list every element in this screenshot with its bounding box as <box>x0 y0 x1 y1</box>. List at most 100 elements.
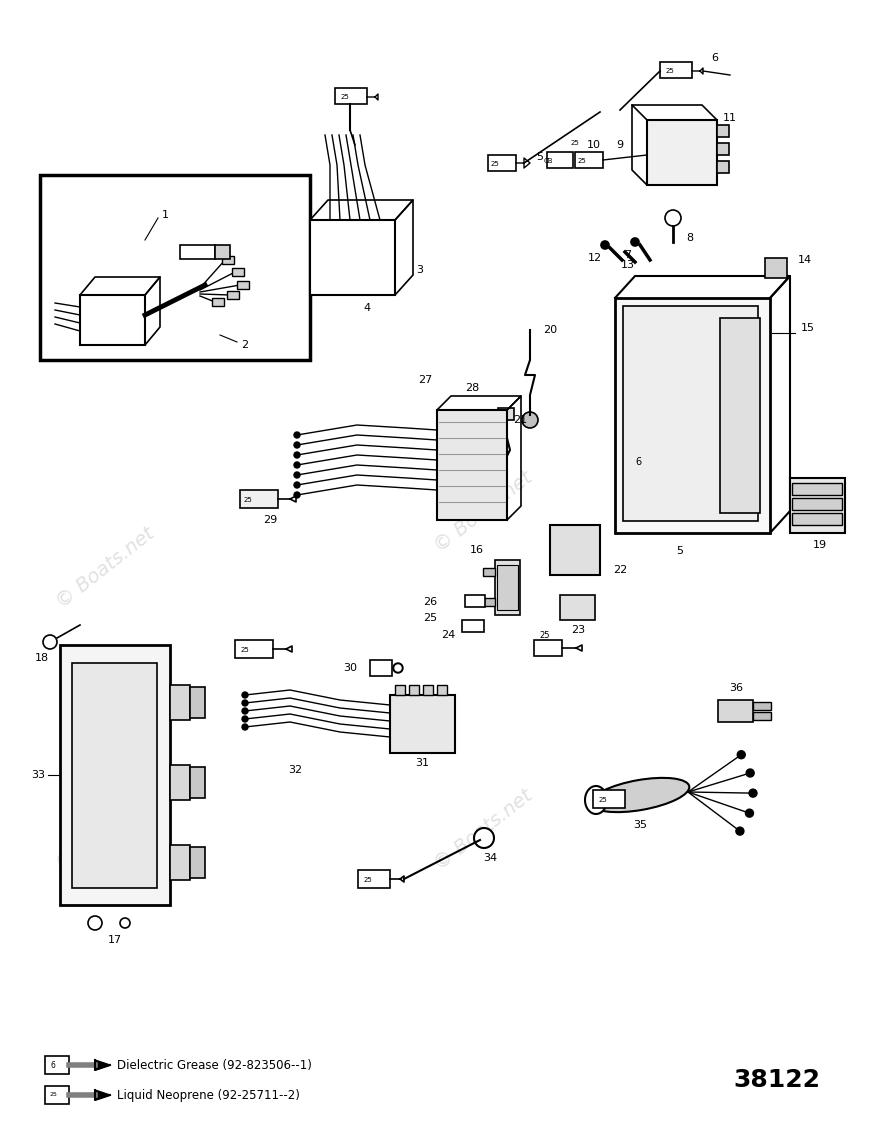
Bar <box>483 568 495 576</box>
Circle shape <box>52 321 58 327</box>
Bar <box>170 765 190 800</box>
Text: 25: 25 <box>570 140 579 146</box>
Bar <box>212 298 224 306</box>
Text: 5: 5 <box>677 546 684 556</box>
Text: 30: 30 <box>343 663 357 673</box>
Circle shape <box>52 300 58 306</box>
Text: 3: 3 <box>416 265 423 275</box>
Text: © Boats.net: © Boats.net <box>255 240 361 329</box>
Text: 6: 6 <box>635 457 641 467</box>
Circle shape <box>294 482 300 488</box>
Bar <box>790 478 845 533</box>
Circle shape <box>43 634 57 649</box>
Text: 38122: 38122 <box>733 1068 820 1092</box>
Text: © Boats.net: © Boats.net <box>53 786 158 874</box>
Bar <box>753 712 771 720</box>
Bar <box>720 318 760 513</box>
Bar <box>753 702 771 709</box>
Bar <box>497 565 518 609</box>
Text: 25: 25 <box>598 797 607 803</box>
Circle shape <box>522 412 538 428</box>
Text: © Boats.net: © Boats.net <box>53 524 158 613</box>
Circle shape <box>52 307 58 313</box>
Circle shape <box>294 442 300 448</box>
Bar <box>575 152 603 168</box>
Circle shape <box>395 665 401 671</box>
Bar <box>310 219 395 294</box>
Text: © Boats.net: © Boats.net <box>431 467 537 556</box>
Text: 24: 24 <box>441 630 455 640</box>
Bar <box>232 268 244 276</box>
Bar <box>437 410 507 520</box>
Ellipse shape <box>585 786 607 814</box>
Bar <box>395 684 405 695</box>
Circle shape <box>294 432 300 438</box>
Circle shape <box>749 789 757 797</box>
Bar <box>190 687 205 717</box>
Text: 7: 7 <box>625 250 632 260</box>
Text: CB: CB <box>543 158 553 164</box>
Bar <box>792 513 842 525</box>
Polygon shape <box>95 1060 110 1070</box>
Bar <box>462 620 484 632</box>
Text: 12: 12 <box>588 254 602 263</box>
Bar <box>45 1056 69 1074</box>
Text: 17: 17 <box>108 935 122 945</box>
Circle shape <box>73 868 87 882</box>
Bar <box>423 684 433 695</box>
Text: 4: 4 <box>363 302 370 313</box>
Text: 6: 6 <box>712 53 718 63</box>
Circle shape <box>560 536 590 565</box>
Bar <box>45 1086 69 1104</box>
Circle shape <box>87 327 97 338</box>
Text: 26: 26 <box>423 597 437 607</box>
Bar <box>550 525 600 575</box>
Circle shape <box>294 453 300 458</box>
Bar <box>465 595 485 607</box>
Text: 36: 36 <box>729 683 743 692</box>
Bar <box>222 256 234 264</box>
Circle shape <box>736 827 744 835</box>
Bar <box>623 306 758 521</box>
Bar <box>370 659 392 677</box>
Text: 22: 22 <box>612 565 627 575</box>
Bar <box>390 695 455 753</box>
Bar <box>488 155 516 171</box>
Circle shape <box>746 769 754 777</box>
Bar <box>170 845 190 880</box>
Bar <box>765 258 787 279</box>
Circle shape <box>294 492 300 498</box>
Bar <box>498 408 514 420</box>
Bar <box>180 244 215 259</box>
Text: 23: 23 <box>571 625 585 634</box>
Text: 25: 25 <box>491 161 499 167</box>
Bar <box>358 870 390 888</box>
Text: 25: 25 <box>49 1093 57 1097</box>
Bar <box>718 700 753 722</box>
Text: 21: 21 <box>513 415 527 425</box>
Circle shape <box>242 708 248 714</box>
Text: 25: 25 <box>341 94 349 100</box>
Text: © Boats.net: © Boats.net <box>431 786 537 874</box>
Bar <box>170 684 190 720</box>
Text: 10: 10 <box>587 140 601 150</box>
Bar <box>72 663 157 888</box>
Bar <box>560 595 595 620</box>
Text: 25: 25 <box>240 647 249 653</box>
Circle shape <box>320 230 330 240</box>
Bar <box>547 152 573 168</box>
Text: 33: 33 <box>31 770 45 780</box>
Bar <box>593 790 625 808</box>
Text: Dielectric Grease (92-823506--1): Dielectric Grease (92-823506--1) <box>117 1059 312 1071</box>
Bar <box>190 847 205 878</box>
Text: 34: 34 <box>483 853 497 863</box>
Bar <box>717 143 729 155</box>
Text: Liquid Neoprene (92-25711--2): Liquid Neoprene (92-25711--2) <box>117 1088 300 1102</box>
Text: 11: 11 <box>723 113 737 123</box>
Bar <box>495 561 520 615</box>
Text: 25: 25 <box>539 631 550 639</box>
Circle shape <box>73 663 87 677</box>
Text: 27: 27 <box>418 375 432 385</box>
Text: 16: 16 <box>470 545 484 555</box>
Circle shape <box>745 810 753 818</box>
